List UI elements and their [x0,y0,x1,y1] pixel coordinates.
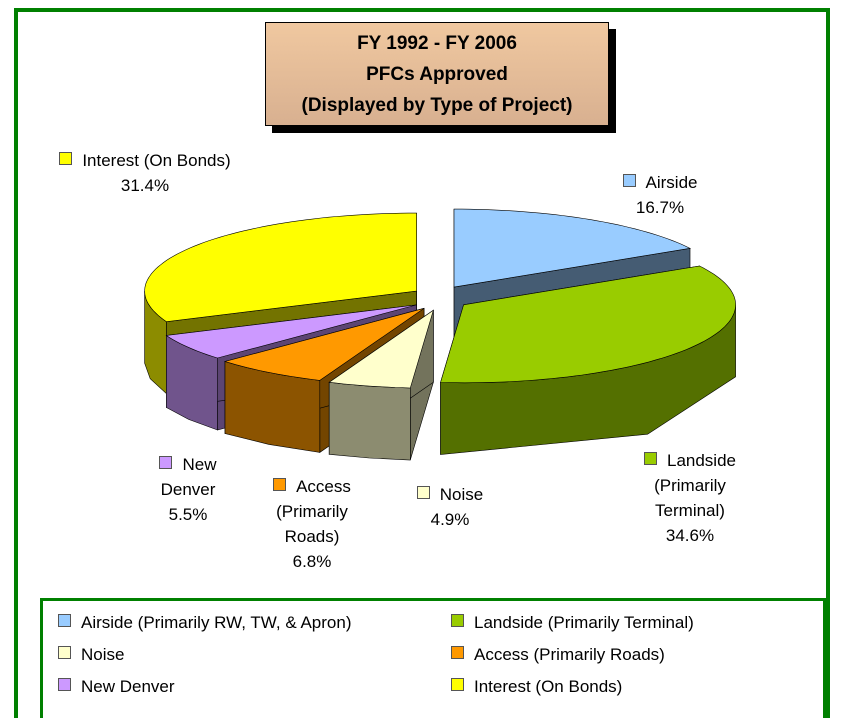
legend-swatch [451,678,464,691]
legend-label: Airside (Primarily RW, TW, & Apron) [81,613,352,632]
legend-label: New Denver [81,677,175,696]
slice-label: New Denver [160,455,217,499]
slice-top [144,212,417,323]
legend-item: Landside (Primarily Terminal) [451,613,694,633]
label-swatch [159,456,173,469]
data-label: New Denver 5.5% [143,452,233,527]
title-line: (Displayed by Type of Project) [301,95,573,116]
legend-label: Landside (Primarily Terminal) [474,613,694,632]
legend-swatch [451,646,464,659]
legend-label: Access (Primarily Roads) [474,645,665,664]
slice-top [453,208,691,288]
value-label: 5.5% [168,505,208,524]
slice-label: Airside [645,173,698,192]
legend-swatch [451,614,464,627]
legend-item: Access (Primarily Roads) [451,645,665,665]
slice-label: Landside (Primarily Terminal) [654,451,736,520]
legend: Airside (Primarily RW, TW, & Apron) Lands… [40,598,826,718]
slice-top [165,304,417,359]
data-label: Airside 16.7% [590,170,730,220]
data-label: Interest (On Bonds) 31.4% [55,148,235,198]
value-label: 16.7% [635,198,685,217]
chart-title: FY 1992 - FY 2006 PFCs Approved (Display… [265,22,609,126]
value-label: 6.8% [292,552,332,571]
legend-label: Noise [81,645,125,664]
title-line: FY 1992 - FY 2006 [357,33,517,54]
slice-wall [328,381,411,461]
legend-item: Airside (Primarily RW, TW, & Apron) [58,613,351,633]
title-line: PFCs Approved [366,64,508,85]
slice-label: Noise [439,485,484,504]
pie-slice [328,309,434,461]
pie-slice [440,265,736,455]
slice-label: Interest (On Bonds) [82,151,231,170]
pie-area [144,208,736,461]
label-swatch [416,486,430,499]
legend-item: Noise [58,645,124,665]
legend-label: Interest (On Bonds) [474,677,623,696]
data-label: Landside (Primarily Terminal) 34.6% [625,448,755,548]
slice-top [223,308,425,381]
legend-swatch [58,678,71,691]
label-swatch [622,174,636,187]
label-swatch [59,152,73,165]
data-label: Noise 4.9% [400,482,500,532]
slice-top [328,309,434,389]
value-label: 4.9% [430,510,470,529]
slice-label: Access (Primarily Roads) [276,477,351,546]
label-swatch [643,452,657,465]
label-swatch [273,478,287,491]
value-label: 31.4% [120,176,170,195]
legend-swatch [58,614,71,627]
legend-item: New Denver [58,677,175,697]
slice-top [440,265,736,384]
value-label: 34.6% [665,526,715,545]
legend-swatch [58,646,71,659]
legend-item: Interest (On Bonds) [451,677,622,697]
data-label: Access (Primarily Roads) 6.8% [257,474,367,574]
chart-frame [14,8,830,718]
